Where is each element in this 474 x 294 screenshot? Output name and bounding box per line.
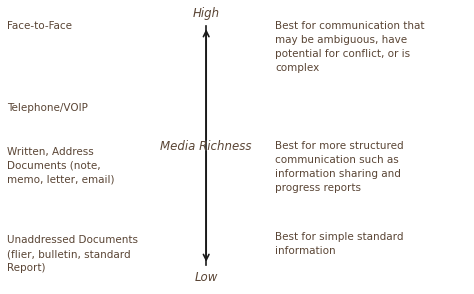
Text: Best for communication that
may be ambiguous, have
potential for conflict, or is: Best for communication that may be ambig… bbox=[275, 21, 424, 73]
Text: Written, Address
Documents (note,
memo, letter, email): Written, Address Documents (note, memo, … bbox=[7, 147, 115, 185]
Text: Face-to-Face: Face-to-Face bbox=[7, 21, 72, 31]
Text: Low: Low bbox=[194, 271, 218, 284]
Text: High: High bbox=[192, 7, 220, 20]
Text: Media Richness: Media Richness bbox=[160, 141, 252, 153]
Text: Telephone/VOIP: Telephone/VOIP bbox=[7, 103, 88, 113]
Text: Best for more structured
communication such as
information sharing and
progress : Best for more structured communication s… bbox=[275, 141, 403, 193]
Text: Best for simple standard
information: Best for simple standard information bbox=[275, 232, 403, 256]
Text: Unaddressed Documents
(flier, bulletin, standard
Report): Unaddressed Documents (flier, bulletin, … bbox=[7, 235, 138, 273]
